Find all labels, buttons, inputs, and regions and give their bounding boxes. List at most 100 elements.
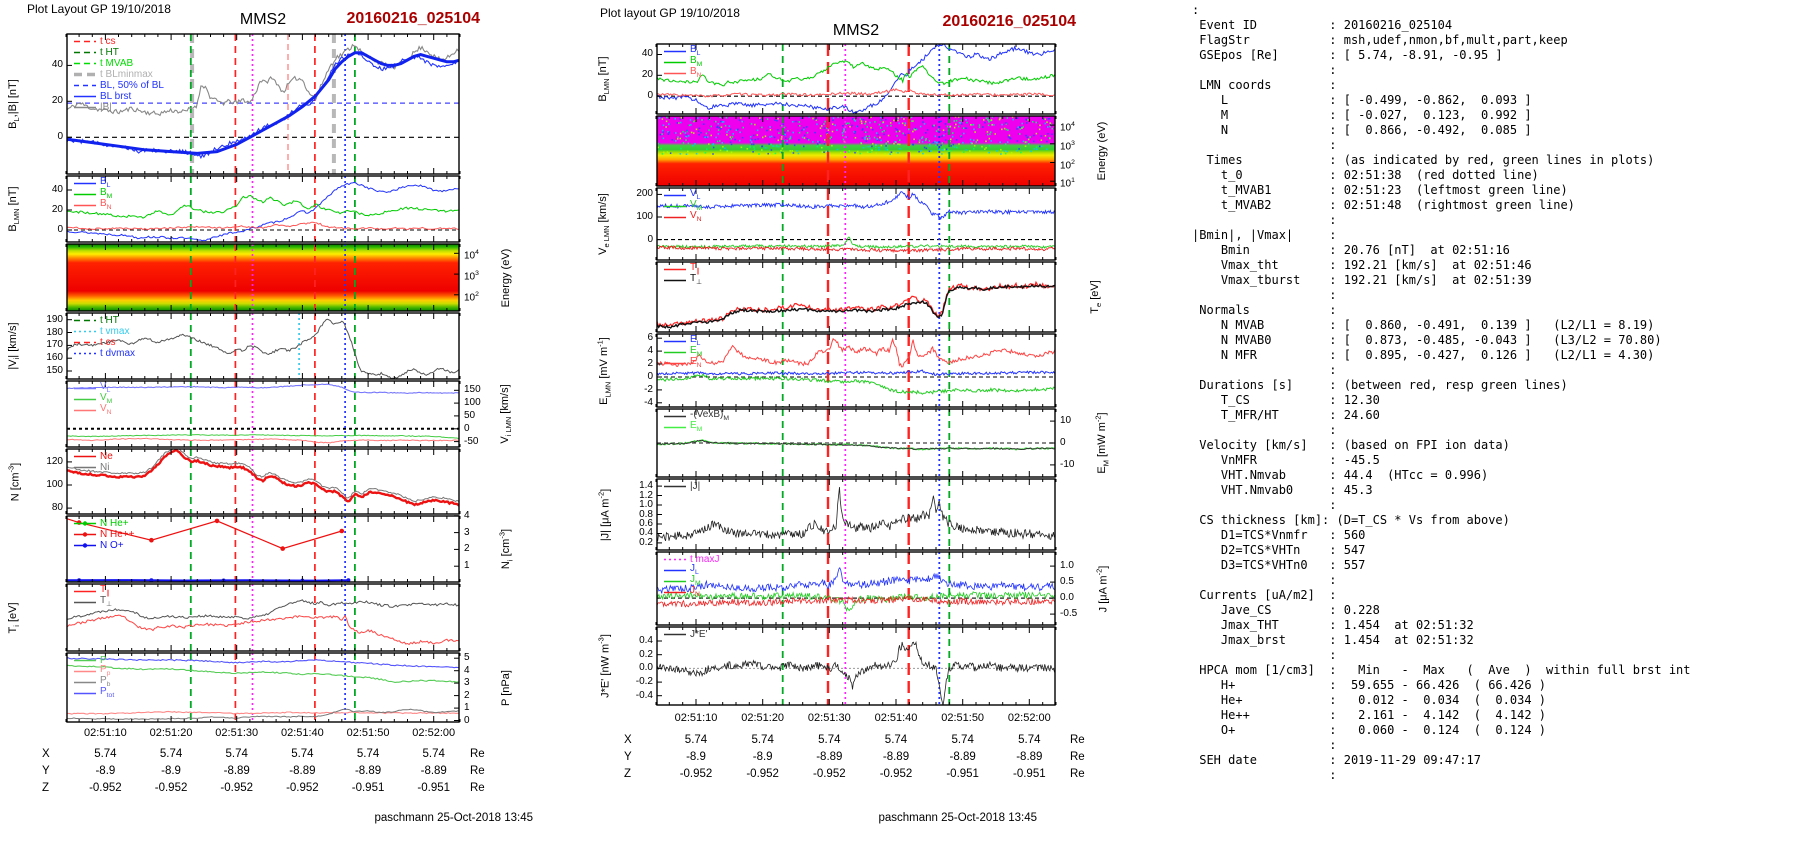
legend-entry: BL brst bbox=[73, 91, 164, 102]
legend-line-sample-icon bbox=[74, 521, 96, 526]
legend-entry: t BLminmax bbox=[73, 69, 164, 80]
left-ytick: 2 bbox=[464, 689, 470, 701]
legend-line-sample-icon bbox=[664, 558, 686, 561]
middle-legend-0: BL BM BN bbox=[663, 44, 702, 79]
legend-entry: T∥ bbox=[73, 584, 112, 597]
legend-line-sample-icon bbox=[664, 340, 686, 343]
left-panel-8 bbox=[65, 652, 461, 723]
xyz-value: -0.952 bbox=[679, 768, 713, 780]
xyz-value: -8.9 bbox=[752, 751, 773, 763]
middle-ylabel-8: J*E' [nW m-3] bbox=[596, 634, 612, 698]
legend-line-sample-icon bbox=[74, 319, 96, 322]
middle-ylabel-right-7: J [μA m-2] bbox=[1094, 565, 1110, 612]
time-axis-tick-label: 02:51:10 bbox=[674, 712, 718, 724]
legend-entry: BN bbox=[73, 198, 112, 211]
legend-entry: Ni bbox=[73, 462, 113, 473]
legend-entry: Pp bbox=[73, 664, 114, 677]
legend-entry: EM bbox=[663, 420, 729, 433]
left-panel-1 bbox=[65, 175, 461, 243]
left-ytick: 0 bbox=[57, 131, 63, 143]
middle-legend-4: EL EM EN bbox=[663, 334, 702, 369]
legend-line-sample-icon bbox=[74, 62, 96, 65]
legend-line-sample-icon bbox=[664, 279, 686, 282]
legend-line-sample-icon bbox=[664, 580, 686, 583]
middle-ytick: 0.0 bbox=[1060, 592, 1074, 604]
left-ytick: 100 bbox=[464, 397, 481, 409]
legend-line-sample-icon bbox=[664, 50, 686, 53]
xyz-row-label: Y bbox=[624, 751, 632, 763]
middle-ylabel-6: |J| [μA m-2] bbox=[596, 488, 612, 541]
event-id: 20160216_025104 bbox=[942, 13, 1076, 30]
legend-line-sample-icon bbox=[664, 591, 686, 594]
legend-line-sample-icon bbox=[74, 670, 96, 673]
left-legend-4: VL VM VN bbox=[73, 381, 112, 416]
middle-panel-0 bbox=[655, 43, 1057, 115]
legend-line-sample-icon bbox=[664, 194, 686, 197]
xyz-value: 5.74 bbox=[751, 734, 774, 746]
time-axis-tick-label: 02:51:40 bbox=[874, 712, 918, 724]
middle-ylabel-right-5: EM [mW m-2] bbox=[1093, 412, 1111, 474]
xyz-value: -8.89 bbox=[354, 765, 382, 777]
middle-legend-8: J*E' bbox=[663, 629, 707, 640]
left-ytick: 120 bbox=[46, 455, 63, 467]
middle-ytick: 1.4 bbox=[639, 480, 653, 492]
xyz-value: -0.952 bbox=[746, 768, 779, 780]
legend-entry: N O+ bbox=[73, 540, 134, 551]
middle-ylabel-right-1: Energy (eV) bbox=[1096, 121, 1108, 181]
legend-line-sample-icon bbox=[74, 532, 96, 537]
middle-panel-6 bbox=[655, 478, 1057, 551]
legend-entry: JM bbox=[663, 574, 719, 587]
legend-line-sample-icon bbox=[74, 72, 96, 77]
middle-ytick: 10 bbox=[1060, 415, 1072, 427]
xyz-value: -8.89 bbox=[949, 751, 976, 763]
xyz-value: 5.74 bbox=[1018, 734, 1041, 746]
middle-ytick: 0.0 bbox=[639, 662, 653, 674]
left-legend-7: T∥ T⊥ bbox=[73, 584, 112, 608]
middle-legend-7: t maxJ JL JM JN bbox=[663, 554, 719, 598]
middle-ylabel-0: BLMN [nT] bbox=[596, 56, 612, 102]
middle-ylabel-2: Ve LMN [km/s] bbox=[596, 193, 612, 255]
legend-line-sample-icon bbox=[74, 409, 96, 412]
left-ytick: 170 bbox=[46, 339, 63, 351]
figure-footer: paschmann 25-Oct-2018 13:45 bbox=[374, 812, 533, 824]
left-legend-0: t cs t HT t MVAB t BLminmax BL, 50% of BL BL … bbox=[73, 36, 164, 113]
middle-ytick: 0.2 bbox=[639, 648, 653, 660]
legend-entry: |J| bbox=[663, 481, 700, 492]
legend-line-sample-icon bbox=[74, 601, 96, 604]
legend-entry: |B| bbox=[73, 102, 164, 113]
legend-line-sample-icon bbox=[74, 692, 96, 695]
middle-panel-5 bbox=[655, 408, 1057, 478]
xyz-value: 5.74 bbox=[684, 734, 708, 746]
legend-entry: VL bbox=[73, 381, 112, 394]
xyz-unit: Re bbox=[470, 765, 485, 777]
time-axis-tick-label: 02:51:50 bbox=[346, 727, 390, 739]
legend-entry: EM bbox=[663, 345, 702, 358]
middle-ytick: 1.2 bbox=[639, 489, 653, 501]
legend-entry: Ptot bbox=[73, 686, 114, 699]
left-panel-0 bbox=[65, 33, 461, 175]
legend-entry: J*E' bbox=[663, 629, 707, 640]
legend-line-sample-icon bbox=[74, 659, 96, 662]
time-axis-tick-label: 02:52:00 bbox=[412, 727, 456, 739]
left-legend-6: N He+ N He++ N O+ bbox=[73, 518, 134, 551]
middle-ytick: 1.0 bbox=[1060, 560, 1074, 572]
legend-line-sample-icon bbox=[664, 426, 686, 429]
legend-line-sample-icon bbox=[74, 398, 96, 401]
legend-line-sample-icon bbox=[664, 268, 686, 271]
legend-entry: BM bbox=[663, 55, 702, 68]
left-ytick: 3 bbox=[464, 677, 470, 689]
middle-ytick: 0.6 bbox=[639, 517, 653, 529]
left-panel-6 bbox=[65, 515, 461, 583]
xyz-value: -0.951 bbox=[417, 782, 451, 794]
info-panel-text: : Event ID : 20160216_025104 FlagStr : m… bbox=[1192, 3, 1691, 782]
time-axis-tick-label: 02:51:10 bbox=[83, 727, 127, 739]
xyz-value: -0.952 bbox=[286, 782, 319, 794]
middle-ytick: 0.8 bbox=[639, 508, 653, 520]
legend-entry: VL bbox=[663, 188, 702, 201]
middle-ytick: 40 bbox=[641, 48, 653, 60]
left-legend-1: BL BM BN bbox=[73, 176, 112, 211]
left-ytick: 4 bbox=[464, 664, 470, 676]
xyz-value: -0.952 bbox=[220, 782, 254, 794]
